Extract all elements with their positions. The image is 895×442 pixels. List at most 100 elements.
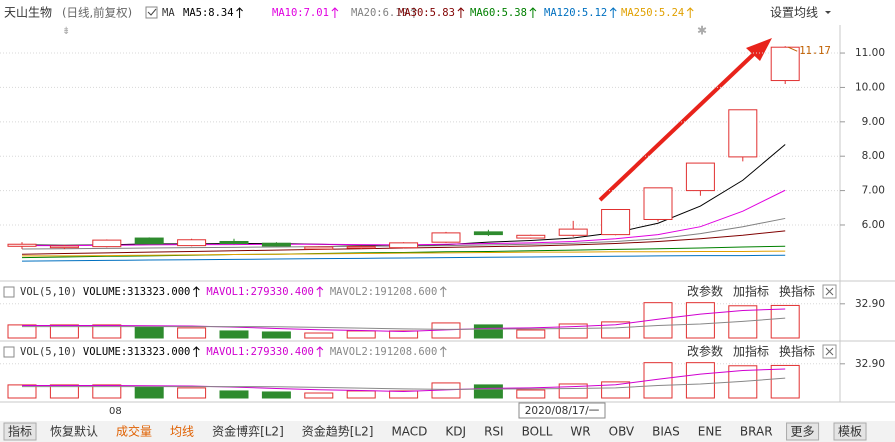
volume-bar [346, 390, 376, 399]
panel-button[interactable]: 换指标 [779, 284, 815, 299]
mavol-line [22, 377, 786, 390]
y-tick-label: 32.90 [855, 298, 885, 310]
candle-body [304, 246, 334, 250]
tab[interactable]: 资金趋势[L2] [302, 424, 374, 439]
ma-checkbox[interactable] [145, 6, 158, 19]
up-arrow-icon [316, 286, 324, 297]
volume-bar [261, 391, 291, 399]
tab[interactable]: BIAS [652, 425, 680, 439]
tab-box [3, 422, 37, 441]
up-arrow-icon [331, 7, 339, 18]
volume-bar [49, 324, 79, 339]
up-arrow-icon [439, 346, 447, 357]
tab[interactable]: 指标 [8, 424, 32, 439]
tab[interactable]: MACD [391, 425, 427, 439]
volume-bar [558, 383, 588, 399]
volume-bar [389, 390, 419, 399]
dropdown-icon [825, 11, 831, 14]
close-icon [825, 347, 834, 356]
volume-bar [601, 381, 631, 399]
cursor-date-box [518, 402, 606, 419]
volume-bar [7, 384, 37, 399]
volume-bar [7, 324, 37, 339]
volume-bar [685, 362, 715, 399]
x-tick-label: 08 [109, 406, 122, 417]
ma-legend: MA60:5.38 [470, 7, 527, 19]
y-tick-label: 10.00 [855, 81, 885, 93]
ma-legend: MA10:7.01 [272, 7, 329, 19]
candle-body [92, 239, 122, 248]
up-arrow-icon [193, 286, 200, 297]
indicator-label: VOL(5,10) [20, 346, 77, 358]
candle-body [346, 246, 376, 249]
up-arrow-icon [686, 7, 694, 18]
panel-button[interactable]: 改参数 [687, 344, 723, 359]
tab[interactable]: 模板 [838, 425, 862, 439]
candle-body [601, 209, 631, 236]
up-arrow-icon [193, 346, 200, 357]
indicator-label: MAVOL1:279330.400 [206, 286, 313, 298]
volume-bar [134, 326, 164, 339]
ma-line [21, 254, 786, 262]
tab[interactable]: 资金博弈[L2] [212, 424, 284, 439]
candle-body [261, 242, 291, 247]
volume-bar [473, 324, 503, 339]
tab[interactable]: WR [570, 425, 590, 439]
volume-bar [92, 324, 122, 339]
ma-label: MA [162, 7, 175, 19]
volume-bar [473, 384, 503, 399]
ma-settings[interactable]: 设置均线 [770, 6, 818, 20]
mavol-line [22, 368, 786, 392]
tab[interactable]: 恢复默认 [50, 424, 98, 439]
annotation-arrowhead [746, 38, 772, 61]
volume-bar [177, 387, 207, 399]
panel-button[interactable]: 加指标 [733, 284, 769, 299]
high-label: 11.17 [799, 45, 831, 57]
volume-bar [601, 321, 631, 339]
mavol-line [22, 308, 786, 332]
volume-bar [558, 323, 588, 339]
y-tick-label: 7.00 [862, 185, 885, 197]
y-tick-label: 8.00 [862, 150, 885, 162]
tab[interactable]: 更多 [791, 425, 815, 439]
indicator-checkbox[interactable] [3, 286, 15, 298]
tab[interactable]: 均线 [170, 425, 194, 439]
candle-body [643, 187, 673, 220]
y-tick-label: 11.00 [855, 47, 885, 59]
tab[interactable]: RSI [484, 425, 504, 439]
tab[interactable]: 成交量 [116, 424, 152, 439]
tab[interactable]: BOLL [522, 425, 553, 439]
ma-legend: MA20:6.19 [351, 7, 408, 19]
stock-name: 天山生物 [4, 6, 52, 20]
ma-legend: MA120:5.12 [544, 7, 607, 19]
volume-bar [389, 330, 419, 339]
candle-body [558, 228, 588, 236]
candle-body [219, 240, 249, 245]
indicator-label: VOLUME:313323.000 [83, 286, 190, 298]
y-tick-label: 6.00 [862, 219, 885, 231]
indicator-label: MAVOL2:191208.600 [330, 286, 437, 298]
candle-body [49, 245, 79, 249]
tab[interactable]: OBV [609, 425, 635, 439]
tab[interactable]: BRAR [740, 425, 773, 439]
mavol-line [22, 317, 786, 330]
tab[interactable]: ENE [698, 425, 722, 439]
candle-body [177, 239, 207, 247]
candle-body [7, 243, 37, 247]
indicator-label: VOL(5,10) [20, 286, 77, 298]
panel-button[interactable]: 加指标 [733, 344, 769, 359]
up-arrow-icon [316, 346, 324, 357]
ma-line [22, 250, 786, 257]
panel-button[interactable]: 改参数 [687, 284, 723, 299]
tab[interactable]: KDJ [445, 425, 466, 439]
candle-body [770, 46, 800, 82]
panel-button[interactable]: 换指标 [779, 344, 815, 359]
indicator-label: MAVOL1:279330.400 [206, 346, 313, 358]
volume-bar [516, 389, 546, 399]
indicator-label: VOLUME:313323.000 [83, 346, 190, 358]
indicator-checkbox[interactable] [3, 346, 15, 358]
volume-bar [770, 304, 800, 339]
candle-body [685, 162, 715, 192]
